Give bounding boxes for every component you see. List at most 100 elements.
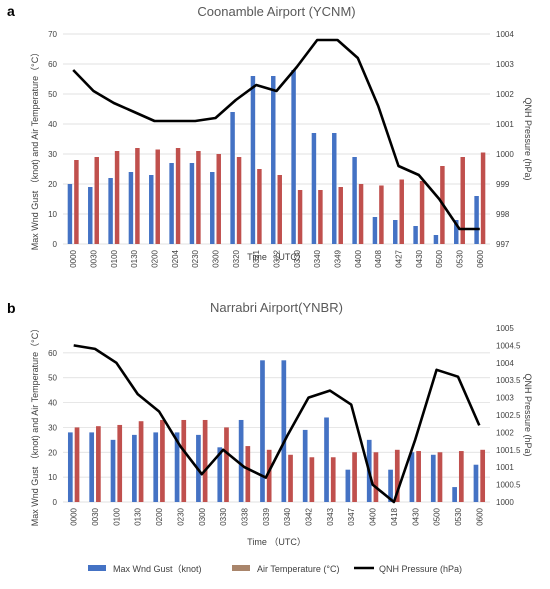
- bar-gust: [88, 187, 93, 244]
- bar-temperature: [330, 457, 336, 502]
- x-tick-label: 0000: [70, 507, 79, 525]
- x-tick-label: 0330: [293, 249, 302, 267]
- y-tick-label: 70: [48, 30, 57, 39]
- y-tick-label: 0: [53, 240, 58, 249]
- bar-gust: [153, 432, 159, 502]
- bar-temperature: [202, 419, 208, 502]
- bar-temperature: [288, 454, 293, 502]
- x-tick-label: 0204: [171, 249, 180, 267]
- bar-temperature: [480, 152, 486, 244]
- bar-temperature: [458, 451, 464, 502]
- y-tick-label: 40: [48, 120, 57, 129]
- chart-title: Narrabri Airport(YNBR): [210, 300, 343, 315]
- bar-temperature: [160, 419, 165, 502]
- x-tick-label: 0530: [454, 507, 463, 525]
- bar-temperature: [224, 427, 229, 502]
- x-axis-label: Time （UTC）: [247, 252, 306, 262]
- bar-gust: [454, 220, 459, 244]
- bar-temperature: [245, 446, 251, 502]
- y-tick-label: 60: [48, 349, 57, 358]
- bar-temperature: [94, 157, 99, 244]
- x-tick-label: 0230: [191, 249, 200, 267]
- bar-temperature: [416, 451, 421, 502]
- x-tick-label: 0130: [130, 249, 139, 267]
- bar-temperature: [257, 169, 262, 244]
- y2-axis-label: QNH Pressure (hPa): [523, 373, 533, 456]
- bar-gust: [67, 184, 73, 244]
- legend: Max Wnd Gust（knot) Air Temperature (°C) QN…: [88, 564, 462, 574]
- y2-tick-label: 1001.5: [496, 446, 521, 455]
- legend-swatch: [232, 565, 250, 571]
- y2-tick-label: 1004.5: [496, 341, 521, 350]
- bar-gust: [474, 196, 479, 244]
- bar-gust: [433, 235, 439, 244]
- y-tick-label: 30: [48, 423, 57, 432]
- y2-tick-label: 1000.5: [496, 481, 521, 490]
- bar-temperature: [74, 160, 79, 244]
- y-tick-label: 60: [48, 60, 57, 69]
- y-tick-label: 30: [48, 150, 57, 159]
- bar-gust: [174, 432, 180, 502]
- y-tick-label: 10: [48, 473, 57, 482]
- bar-gust: [324, 417, 329, 502]
- bar-gust: [250, 76, 256, 244]
- y2-tick-label: 1003.5: [496, 376, 521, 385]
- x-tick-label: 0200: [151, 249, 160, 267]
- x-tick-label: 0343: [326, 507, 335, 525]
- bar-temperature: [138, 421, 144, 502]
- bar-gust: [311, 133, 317, 244]
- bar-gust: [345, 469, 351, 502]
- x-tick-label: 0340: [313, 249, 322, 267]
- x-tick-label: 0321: [252, 249, 261, 267]
- y2-tick-label: 1000: [496, 150, 514, 159]
- bar-temperature: [358, 184, 364, 244]
- bar-temperature: [155, 149, 160, 244]
- bar-gust: [149, 175, 154, 244]
- bar-gust: [128, 172, 134, 244]
- x-tick-label: 0408: [374, 249, 383, 267]
- x-tick-label: 0100: [112, 507, 121, 525]
- bar-temperature: [394, 449, 400, 502]
- x-tick-label: 0230: [176, 507, 185, 525]
- y-tick-label: 10: [48, 210, 57, 219]
- y-tick-label: 50: [48, 374, 57, 383]
- x-tick-label: 0430: [411, 507, 420, 525]
- x-tick-label: 0400: [369, 507, 378, 525]
- y-tick-label: 50: [48, 90, 57, 99]
- bar-gust: [169, 163, 174, 244]
- bar-gust: [409, 452, 415, 502]
- x-tick-label: 0342: [305, 507, 314, 525]
- y-tick-label: 20: [48, 448, 57, 457]
- y-axis-label: Max Wnd Gust （knot) and Air Temperature（…: [30, 48, 40, 251]
- y2-axis-label: QNH Pressure (hPa): [523, 97, 533, 180]
- y2-tick-label: 1003: [496, 60, 514, 69]
- bar-gust: [260, 360, 265, 502]
- bar-temperature: [74, 427, 80, 502]
- x-tick-label: 0427: [395, 249, 404, 267]
- bar-gust: [413, 226, 418, 244]
- bar-temperature: [480, 449, 486, 502]
- bar-temperature: [117, 424, 123, 502]
- x-tick-label: 0339: [262, 507, 271, 525]
- bar-gust: [217, 447, 223, 502]
- bar-temperature: [236, 157, 242, 244]
- bar-gust: [473, 464, 479, 502]
- x-tick-label: 0100: [110, 249, 119, 267]
- x-tick-label: 0338: [240, 507, 249, 525]
- x-tick-label: 0000: [69, 249, 78, 267]
- y2-tick-label: 1000: [496, 498, 514, 507]
- bar-temperature: [338, 187, 343, 244]
- x-tick-label: 0200: [155, 507, 164, 525]
- y2-tick-label: 1002: [496, 90, 514, 99]
- bar-temperature: [181, 419, 187, 502]
- bar-gust: [430, 454, 436, 502]
- x-axis-label: Time （UTC）: [247, 537, 306, 547]
- x-tick-label: 0300: [198, 507, 207, 525]
- bar-gust: [67, 432, 73, 502]
- bar-gust: [393, 220, 398, 244]
- x-tick-label: 0349: [334, 249, 343, 267]
- chart-title: Coonamble Airport (YCNM): [197, 4, 355, 19]
- bar-temperature: [460, 157, 465, 244]
- y2-tick-label: 1001: [496, 463, 514, 472]
- x-tick-label: 0500: [433, 507, 442, 525]
